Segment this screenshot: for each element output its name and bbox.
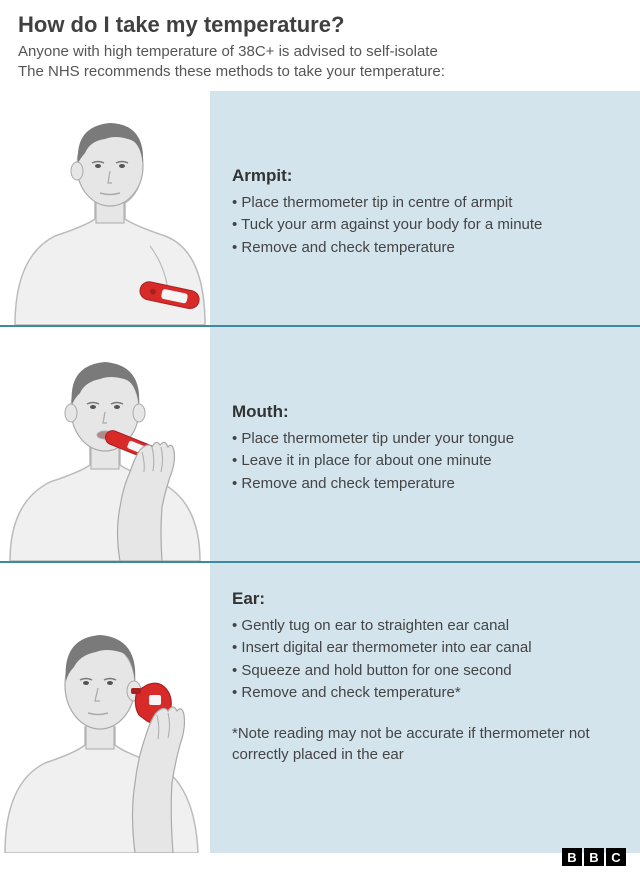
- bullet: Remove and check temperature: [232, 237, 618, 260]
- illustration-mouth: [0, 327, 210, 561]
- content-ear: Ear: Gently tug on ear to straighten ear…: [210, 563, 640, 853]
- content-mouth: Mouth: Place thermometer tip under your …: [210, 327, 640, 561]
- note-ear: *Note reading may not be accurate if the…: [232, 723, 618, 765]
- bullet: Leave it in place for about one minute: [232, 450, 618, 473]
- section-armpit: Armpit: Place thermometer tip in centre …: [0, 91, 640, 325]
- bbc-logo: B B C: [562, 848, 626, 866]
- bullets-ear: Gently tug on ear to straighten ear cana…: [232, 615, 618, 705]
- content-armpit: Armpit: Place thermometer tip in centre …: [210, 91, 640, 325]
- method-title-ear: Ear:: [232, 589, 618, 609]
- subtitle-line2: The NHS recommends these methods to take…: [18, 62, 622, 82]
- illustration-armpit: [0, 91, 210, 325]
- bullet: Tuck your arm against your body for a mi…: [232, 214, 618, 237]
- bullet: Gently tug on ear to straighten ear cana…: [232, 615, 618, 638]
- illustration-ear: [0, 563, 210, 853]
- subtitle-line1: Anyone with high temperature of 38C+ is …: [18, 42, 622, 62]
- method-title-mouth: Mouth:: [232, 402, 618, 422]
- bullet: Remove and check temperature*: [232, 682, 618, 705]
- header: How do I take my temperature? Anyone wit…: [0, 0, 640, 91]
- method-title-armpit: Armpit:: [232, 166, 618, 186]
- bullet: Place thermometer tip under your tongue: [232, 428, 618, 451]
- bbc-letter: C: [606, 848, 626, 866]
- page-title: How do I take my temperature?: [18, 12, 622, 38]
- bullets-mouth: Place thermometer tip under your tongue …: [232, 428, 618, 496]
- bullet: Remove and check temperature: [232, 473, 618, 496]
- bbc-letter: B: [562, 848, 582, 866]
- bullet: Squeeze and hold button for one second: [232, 660, 618, 683]
- bullets-armpit: Place thermometer tip in centre of armpi…: [232, 192, 618, 260]
- bullet: Place thermometer tip in centre of armpi…: [232, 192, 618, 215]
- bullet: Insert digital ear thermometer into ear …: [232, 637, 618, 660]
- section-mouth: Mouth: Place thermometer tip under your …: [0, 327, 640, 561]
- bbc-letter: B: [584, 848, 604, 866]
- section-ear: Ear: Gently tug on ear to straighten ear…: [0, 563, 640, 853]
